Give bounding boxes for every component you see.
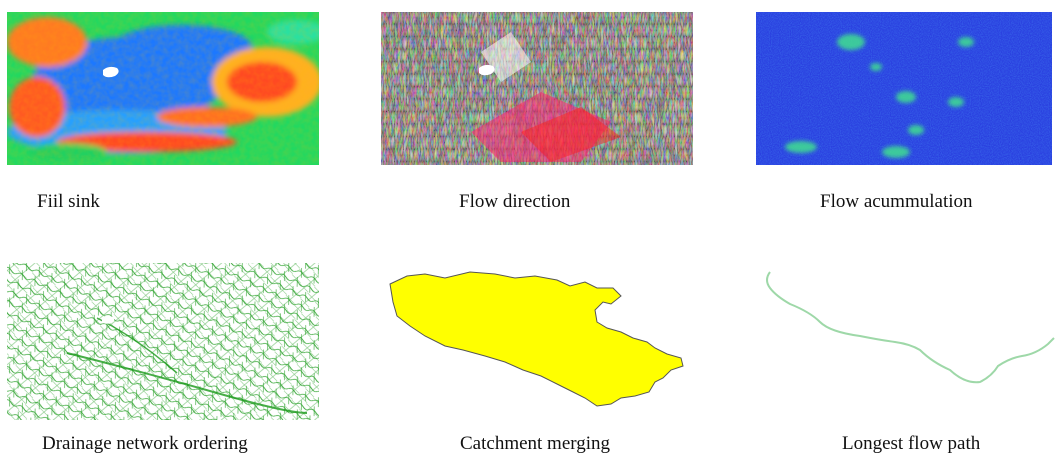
fill-sink-map bbox=[7, 12, 319, 165]
flow-direction-caption: Flow direction bbox=[459, 191, 571, 212]
fill-sink-caption: Fiil sink bbox=[37, 191, 100, 212]
drainage-network-map bbox=[7, 263, 319, 420]
flow-path-line bbox=[766, 271, 1055, 384]
catchment-merging-caption: Catchment merging bbox=[460, 433, 611, 454]
catchment-merging-map bbox=[389, 271, 684, 407]
flow-accumulation-caption: Flow acummulation bbox=[820, 191, 973, 212]
longest-flow-path-caption: Longest flow path bbox=[842, 433, 981, 454]
catchment-polygon bbox=[389, 271, 684, 407]
flow-accumulation-map bbox=[756, 12, 1052, 165]
flow-direction-map bbox=[381, 12, 693, 165]
drainage-network-caption: Drainage network ordering bbox=[42, 433, 248, 454]
longest-flow-path-map bbox=[766, 271, 1055, 384]
